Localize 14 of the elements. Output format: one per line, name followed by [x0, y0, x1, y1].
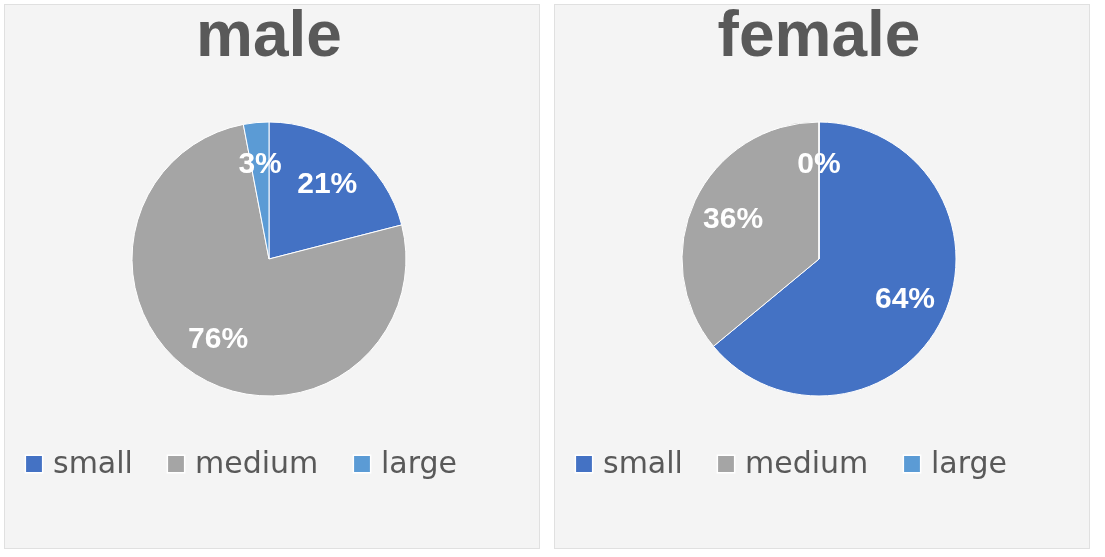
legend-label: small — [603, 445, 683, 480]
data-label: 36% — [703, 200, 764, 234]
pie-slice — [131, 123, 407, 397]
data-label: 76% — [188, 321, 249, 355]
legend-label: medium — [745, 445, 869, 480]
legend-label: large — [381, 445, 458, 480]
legend-label: medium — [195, 445, 319, 480]
chart-title: female — [717, 0, 921, 70]
data-label: 21% — [297, 165, 358, 199]
legend-label: small — [53, 445, 133, 480]
data-label: 64% — [874, 281, 935, 315]
legend-label: large — [931, 445, 1008, 480]
text: 0% — [797, 146, 841, 179]
chart-title: male — [196, 0, 342, 70]
